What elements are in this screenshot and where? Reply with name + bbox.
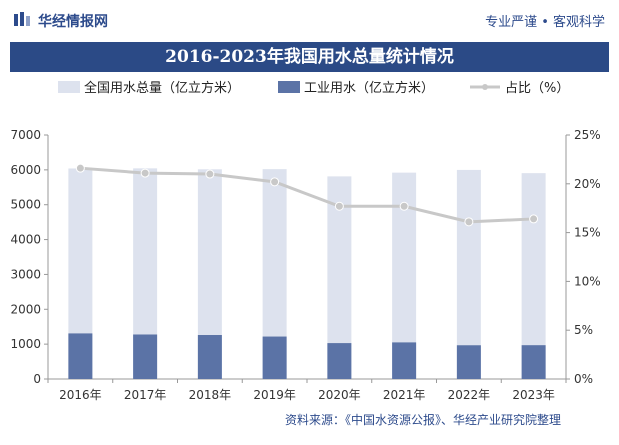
y-left-tick-label: 0 [33,372,41,386]
legend-label-total: 全国用水总量（亿立方米） [84,80,240,96]
x-tick-label: 2021年 [383,388,426,402]
bar-total-2022年 [456,169,481,379]
legend-label-ratio: 占比（%） [505,81,569,96]
bar-industrial-2021年 [392,342,417,379]
x-tick-label: 2022年 [448,388,491,402]
brand-name: 华经情报网 [38,14,108,30]
x-tick-label: 2018年 [189,388,232,402]
x-tick-label: 2017年 [124,388,167,402]
bar-industrial-2017年 [133,334,158,379]
y-right-tick-label: 10% [574,274,601,288]
bar-industrial-2022年 [456,345,481,379]
y-left-tick-label: 2000 [10,302,41,316]
ratio-point-2021年 [399,201,409,211]
y-right-tick-label: 15% [574,226,601,240]
x-tick-label: 2023年 [512,388,555,402]
y-left-tick-label: 7000 [10,128,41,142]
x-axis-ticks: 2016年 2017年 2018年 2019年 2020年 2021年 2022年 2023年 [47,379,567,402]
bars [68,168,546,379]
legend-swatch-total [58,81,80,93]
bar-industrial-2020年 [327,343,352,379]
legend-label-industrial: 工业用水（亿立方米） [304,80,434,96]
y-left-tick-label: 1000 [10,337,41,351]
slogan: 专业严谨 • 客观科学 [485,15,605,30]
ratio-point-2017年 [140,168,150,178]
ratio-point-2019年 [270,177,280,187]
x-tick-label: 2019年 [253,388,296,402]
ratio-point-2020年 [334,201,344,211]
ratio-point-2022年 [464,217,474,227]
bar-total-2023年 [521,173,546,379]
y-right-tick-label: 0% [574,372,593,386]
y-right-tick-label: 20% [574,177,601,191]
y-left-tick-label: 5000 [10,198,41,212]
legend-swatch-industrial [278,81,300,93]
chart-title: 2016-2023年我国用水总量统计情况 [165,47,454,67]
bar-industrial-2016年 [68,333,93,379]
bar-industrial-2018年 [197,335,222,379]
ratio-point-2018年 [205,169,215,179]
bar-industrial-2023年 [521,345,546,379]
x-tick-label: 2020年 [318,388,361,402]
source-note: 资料来源：《中国水资源公报》、华经产业研究院整理 [285,412,561,427]
y-right-tick-label: 25% [574,128,601,142]
y-left-tick-label: 6000 [10,163,41,177]
title-bar: 2016-2023年我国用水总量统计情况 [10,42,609,72]
brand-logo-icon [14,12,30,26]
legend: 全国用水总量（亿立方米） 工业用水（亿立方米） 占比（%） [58,80,569,96]
y-left-tick-label: 3000 [10,267,41,281]
ratio-line [75,163,539,227]
ratio-polyline [80,166,534,224]
bar-industrial-2019年 [262,336,287,379]
ratio-point-2016年 [75,163,85,173]
y-left-tick-label: 4000 [10,233,41,247]
axes: 0 1000 2000 3000 4000 5000 6000 7000 0% 5% 10% 15% 2… [10,128,600,386]
legend-marker-ratio [482,84,488,90]
x-tick-label: 2016年 [59,388,102,402]
y-right-tick-label: 5% [574,323,593,337]
top-bar: 华经情报网 专业严谨 • 客观科学 [0,0,619,38]
ratio-point-2023年 [529,214,539,224]
